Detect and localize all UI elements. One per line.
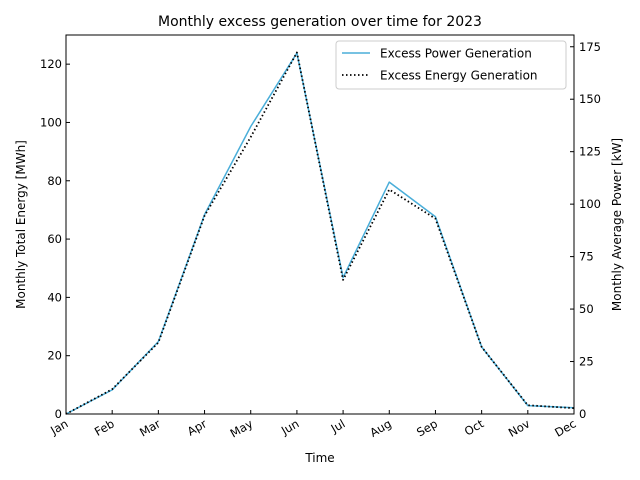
y-right-tick-label: 75 [579, 250, 594, 264]
plot-frame [65, 34, 575, 415]
y-right-tick-label: 100 [579, 197, 601, 211]
y-right-tick-label: 150 [579, 92, 601, 106]
y-right-tick-label: 25 [579, 355, 594, 369]
y-left-tick-label: 60 [47, 232, 62, 246]
legend-label-energy: Excess Energy Generation [380, 69, 538, 83]
y-left-tick-label: 100 [40, 115, 62, 129]
x-tick-label: Jul [328, 416, 348, 436]
y-left-tick-label: 0 [55, 407, 62, 421]
legend-label-power: Excess Power Generation [380, 47, 532, 61]
y-axis-left-title: Monthly Total Energy [MWh] [14, 140, 28, 309]
y-axis-left: 0 20 40 60 80 100 120 [40, 57, 70, 421]
y-right-tick-label: 175 [579, 40, 601, 54]
y-right-tick-label: 0 [579, 407, 586, 421]
x-axis-title: Time [304, 451, 334, 465]
legend-box [335, 40, 567, 90]
y-left-tick-label: 40 [47, 290, 62, 304]
series-line-energy [65, 51, 575, 415]
chart-title: Monthly excess generation over time for … [158, 14, 482, 30]
y-right-tick-label: 50 [579, 302, 594, 316]
y-left-tick-label: 80 [47, 174, 62, 188]
y-left-tick-label: 120 [40, 57, 62, 71]
y-left-tick-label: 20 [47, 349, 62, 363]
y-axis-right: 0 25 50 75 100 125 150 175 [570, 40, 601, 421]
plot-lines [65, 51, 575, 415]
y-axis-right-title: Monthly Average Power [kW] [610, 138, 624, 311]
legend: Excess Power Generation Excess Energy Ge… [335, 40, 567, 90]
y-right-tick-label: 125 [579, 145, 601, 159]
